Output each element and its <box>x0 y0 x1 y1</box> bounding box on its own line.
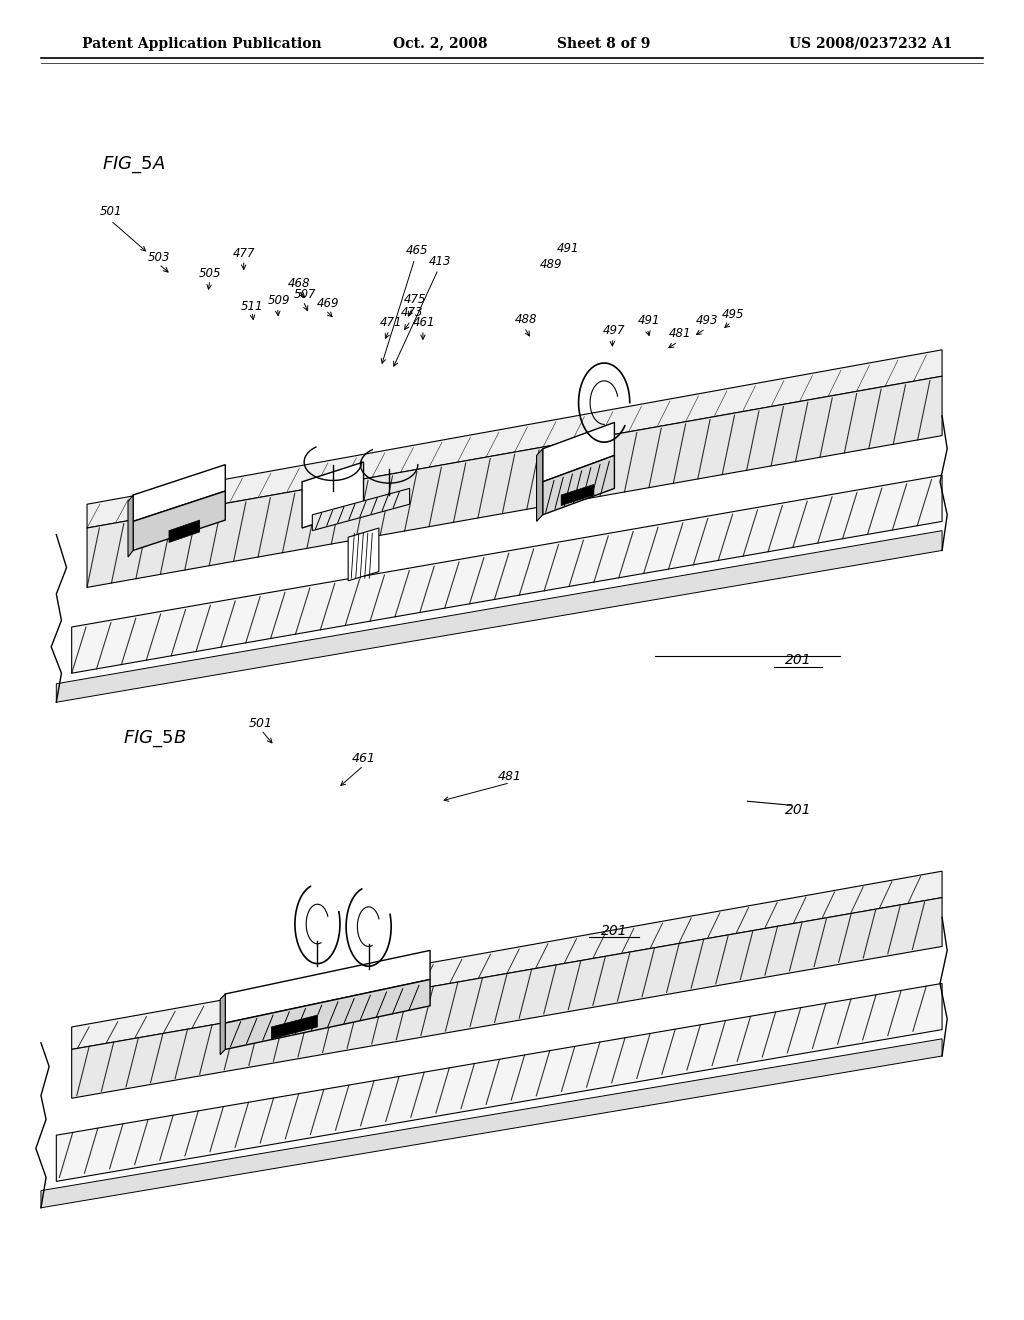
Text: 481: 481 <box>498 770 522 783</box>
Text: 491: 491 <box>638 314 660 327</box>
Text: 201: 201 <box>601 924 628 937</box>
Polygon shape <box>56 983 942 1181</box>
Text: 501: 501 <box>249 717 273 730</box>
Text: 469: 469 <box>316 297 339 310</box>
Text: 509: 509 <box>267 294 290 308</box>
Polygon shape <box>72 475 942 673</box>
Text: 477: 477 <box>232 247 255 260</box>
Text: 489: 489 <box>540 257 562 271</box>
Polygon shape <box>225 950 430 1023</box>
Text: 503: 503 <box>147 251 170 264</box>
Polygon shape <box>87 376 942 587</box>
Polygon shape <box>348 528 379 581</box>
Text: 471: 471 <box>380 315 402 329</box>
Polygon shape <box>312 488 410 531</box>
Polygon shape <box>133 491 225 550</box>
Polygon shape <box>225 979 430 1049</box>
Text: $\mathit{FIG\_5A}$: $\mathit{FIG\_5A}$ <box>102 154 166 176</box>
Polygon shape <box>56 531 942 702</box>
Text: US 2008/0237232 A1: US 2008/0237232 A1 <box>788 37 952 50</box>
Text: 468: 468 <box>288 277 310 290</box>
Text: 475: 475 <box>403 293 426 306</box>
Polygon shape <box>543 455 614 515</box>
Text: $\mathit{FIG\_5B}$: $\mathit{FIG\_5B}$ <box>123 729 186 750</box>
Polygon shape <box>41 1039 942 1208</box>
Polygon shape <box>87 350 942 528</box>
Polygon shape <box>72 871 942 1049</box>
Text: 491: 491 <box>557 242 580 255</box>
Polygon shape <box>561 484 594 506</box>
Text: Oct. 2, 2008: Oct. 2, 2008 <box>393 37 487 50</box>
Polygon shape <box>220 994 225 1055</box>
Text: 465: 465 <box>406 244 428 257</box>
Polygon shape <box>133 465 225 521</box>
Polygon shape <box>302 462 364 528</box>
Text: 488: 488 <box>515 313 538 326</box>
Text: 511: 511 <box>241 300 263 313</box>
Text: 507: 507 <box>294 288 316 301</box>
Text: Patent Application Publication: Patent Application Publication <box>82 37 322 50</box>
Text: 501: 501 <box>99 205 122 218</box>
Polygon shape <box>543 422 614 482</box>
Text: 201: 201 <box>785 804 812 817</box>
Polygon shape <box>537 449 543 521</box>
Text: 461: 461 <box>413 315 435 329</box>
Text: 461: 461 <box>351 752 376 766</box>
Text: 497: 497 <box>603 323 626 337</box>
Text: 493: 493 <box>695 314 718 327</box>
Polygon shape <box>72 898 942 1098</box>
Text: 201: 201 <box>785 653 812 667</box>
Polygon shape <box>169 520 200 543</box>
Text: 473: 473 <box>400 306 423 319</box>
Text: 495: 495 <box>722 308 744 321</box>
Polygon shape <box>271 1015 317 1039</box>
Text: 481: 481 <box>669 327 691 341</box>
Polygon shape <box>128 495 133 557</box>
Text: Sheet 8 of 9: Sheet 8 of 9 <box>557 37 651 50</box>
Text: 505: 505 <box>199 267 221 280</box>
Text: 413: 413 <box>429 255 452 268</box>
